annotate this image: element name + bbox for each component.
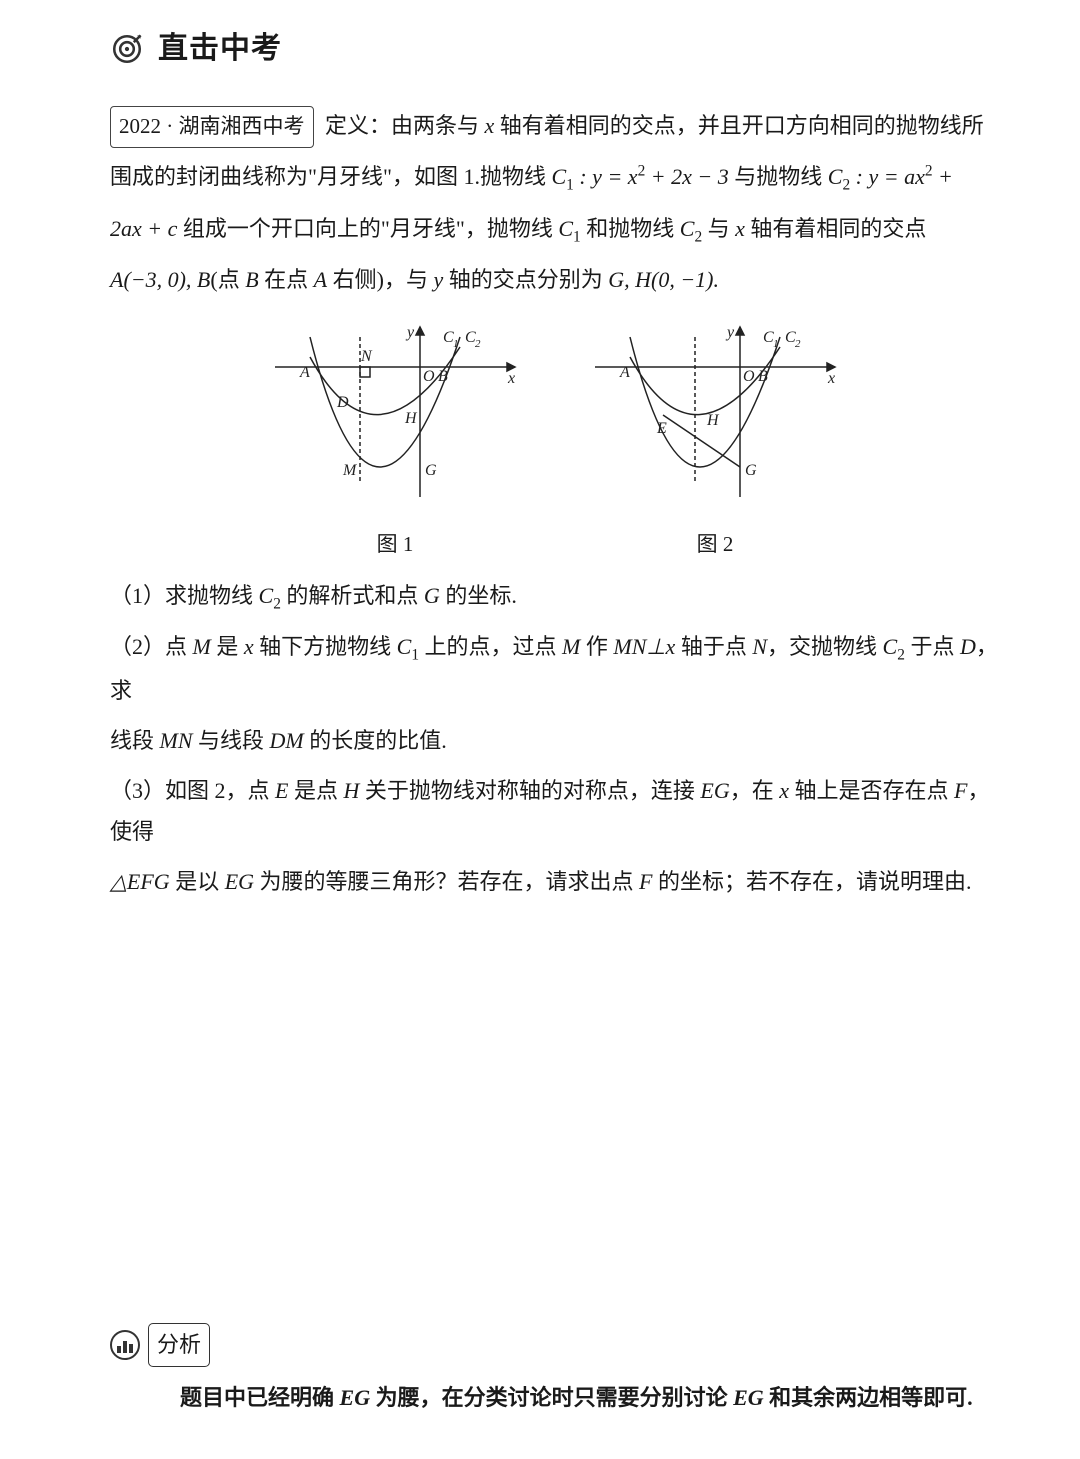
section-header: 直击中考 — [110, 20, 1000, 77]
problem-intro: 2022 · 湖南湘西中考 定义：由两条与 x 轴有着相同的交点，并且开口方向相… — [110, 105, 1000, 148]
analysis-text: 题目中已经明确 EG 为腰，在分类讨论时只需要分别讨论 EG 和其余两边相等即可… — [110, 1377, 1000, 1419]
question-2: （2）点 M 是 x 轴下方抛物线 C1 上的点，过点 M 作 MN⊥x 轴于点… — [110, 626, 1000, 711]
figure-1: y C1 C2 x A B O N D H M G 图 1 — [265, 317, 525, 565]
svg-text:x: x — [827, 370, 835, 387]
target-icon — [110, 32, 144, 66]
svg-text:A: A — [619, 364, 630, 381]
analysis-icon — [110, 1330, 140, 1360]
question-1: （1）求抛物线 C2 的解析式和点 G 的坐标. — [110, 575, 1000, 619]
svg-text:B: B — [758, 368, 768, 385]
fig1-caption: 图 1 — [265, 525, 525, 565]
figures-row: y C1 C2 x A B O N D H M G 图 1 — [110, 317, 1000, 565]
svg-text:G: G — [745, 462, 757, 479]
svg-text:x: x — [507, 370, 515, 387]
question-3: （3）如图 2，点 E 是点 H 关于抛物线对称轴的对称点，连接 EG，在 x … — [110, 770, 1000, 854]
svg-text:y: y — [405, 324, 415, 341]
exam-tag: 2022 · 湖南湘西中考 — [110, 106, 314, 148]
problem-body: 2022 · 湖南湘西中考 定义：由两条与 x 轴有着相同的交点，并且开口方向相… — [110, 105, 1000, 903]
svg-text:2: 2 — [795, 338, 801, 350]
svg-text:2: 2 — [475, 338, 481, 350]
analysis-header: 分析 — [110, 1323, 1000, 1367]
svg-text:D: D — [336, 394, 349, 411]
fig2-caption: 图 2 — [585, 525, 845, 565]
analysis-label: 分析 — [148, 1323, 210, 1367]
svg-text:1: 1 — [453, 338, 459, 350]
svg-text:N: N — [360, 348, 373, 365]
svg-text:E: E — [656, 420, 667, 437]
svg-text:A: A — [299, 364, 310, 381]
svg-text:H: H — [404, 410, 418, 427]
svg-text:H: H — [706, 412, 720, 429]
svg-text:O: O — [743, 368, 755, 385]
svg-text:y: y — [725, 324, 735, 341]
svg-text:G: G — [425, 462, 437, 479]
figure-2: y C1 C2 x A B O E H G 图 2 — [585, 317, 845, 565]
section-title: 直击中考 — [158, 20, 282, 77]
svg-text:O: O — [423, 368, 435, 385]
svg-text:M: M — [342, 462, 358, 479]
svg-text:1: 1 — [773, 338, 779, 350]
svg-text:B: B — [438, 368, 448, 385]
